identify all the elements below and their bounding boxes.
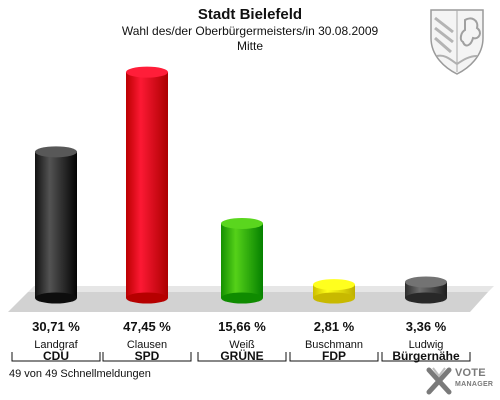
party-label: FDP	[322, 349, 346, 363]
party-label: Bürgernähe	[392, 349, 460, 363]
bar-buschmann	[313, 279, 355, 304]
bar-top	[405, 276, 447, 288]
chart-subtitle: Wahl des/der Oberbürgermeisters/in 30.08…	[121, 24, 379, 38]
party-label: GRÜNE	[220, 348, 263, 363]
value-label: 15,66 %	[218, 319, 266, 334]
bar-ludwig	[405, 276, 447, 304]
bar-body	[221, 223, 263, 298]
party-bracket	[381, 352, 471, 362]
candidate-label: Landgraf	[34, 339, 78, 351]
vote-manager-x-icon	[426, 367, 452, 395]
bar-base	[126, 292, 168, 304]
bar-body	[35, 151, 77, 298]
candidate-label: Weiß	[229, 339, 255, 351]
report-status: 49 von 49 Schnellmeldungen	[9, 368, 151, 380]
bar-base	[405, 292, 447, 304]
state-coat-of-arms-icon	[430, 9, 484, 75]
bar-clausen	[126, 66, 168, 304]
party-label: CDU	[43, 349, 69, 363]
party-bracket	[197, 352, 287, 362]
party-label: SPD	[135, 349, 160, 363]
logo-line1: VOTE	[455, 367, 486, 379]
bar-top	[221, 217, 263, 229]
party-bracket	[11, 352, 101, 362]
bar-body	[126, 72, 168, 298]
candidate-label: Buschmann	[305, 339, 363, 351]
value-label: 2,81 %	[314, 319, 355, 334]
bar-weiß	[221, 217, 263, 304]
candidate-label: Ludwig	[409, 339, 444, 351]
bar-base	[313, 292, 355, 304]
value-label: 3,36 %	[406, 319, 447, 334]
bar-top	[126, 66, 168, 78]
party-bracket	[102, 352, 192, 362]
value-label: 47,45 %	[123, 319, 171, 334]
party-bracket	[289, 352, 379, 362]
bar-top	[313, 279, 355, 291]
bar-top	[35, 146, 77, 158]
logo-line2: MANAGER	[455, 381, 494, 388]
bar-landgraf	[35, 146, 77, 304]
candidate-label: Clausen	[127, 339, 167, 351]
bar-base	[221, 292, 263, 304]
bar-base	[35, 292, 77, 304]
chart-title: Stadt Bielefeld	[197, 6, 303, 23]
chart-area-label: Mitte	[236, 39, 263, 53]
value-label: 30,71 %	[32, 319, 80, 334]
